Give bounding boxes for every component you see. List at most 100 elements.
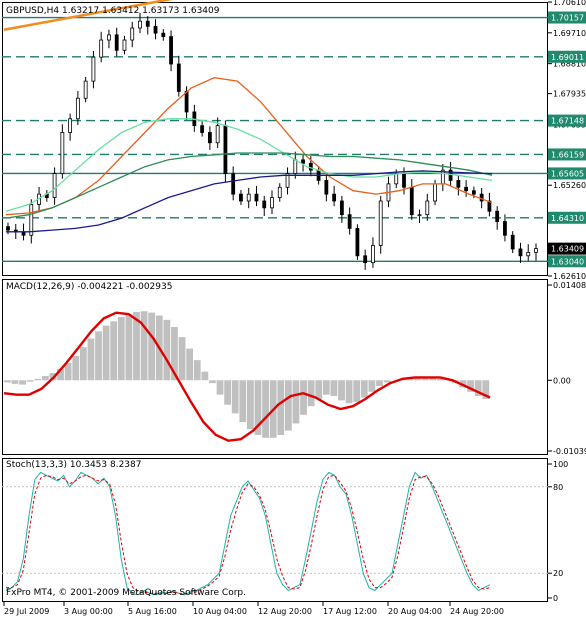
candle-body xyxy=(161,32,166,37)
macd-histogram-bar xyxy=(41,375,49,381)
candle-body xyxy=(371,245,375,264)
candle-body xyxy=(503,221,507,236)
candle-body xyxy=(107,34,111,41)
candle-body xyxy=(448,169,453,181)
level-price-label: 1.70157 xyxy=(551,14,584,23)
candle-body xyxy=(145,20,150,27)
macd-histogram-bar xyxy=(186,348,194,381)
macd-histogram-bar xyxy=(171,327,178,381)
candle-body xyxy=(169,36,173,65)
macd-histogram-bar xyxy=(163,319,171,381)
level-price-label: 1.66159 xyxy=(551,150,584,159)
macd-histogram-bar xyxy=(421,377,429,381)
time-tick-label: 3 Aug 00:00 xyxy=(64,607,113,616)
candle-body xyxy=(114,34,119,51)
macd-histogram-bar xyxy=(57,368,64,381)
candle-body xyxy=(223,125,228,174)
stoch-tick-label: 0 xyxy=(553,594,558,603)
candle-body xyxy=(6,226,10,231)
macd-tick-label: 0.00 xyxy=(553,376,571,385)
macd-histogram-bar xyxy=(277,380,285,435)
candle-body xyxy=(200,125,205,133)
stoch-tick-label: 20 xyxy=(553,569,563,578)
panel-frame-1 xyxy=(2,2,548,276)
macd-histogram-bar xyxy=(117,316,125,381)
candle-body xyxy=(378,200,383,246)
macd-histogram-bar xyxy=(284,380,292,431)
candle-body xyxy=(231,173,236,195)
candle-body xyxy=(277,186,282,198)
candle-body xyxy=(91,56,96,82)
candle-body xyxy=(433,183,437,202)
macd-histogram-bar xyxy=(247,380,254,430)
macd-histogram-bar xyxy=(330,380,338,397)
candle-body xyxy=(471,190,476,195)
macd-histogram-bar xyxy=(79,347,87,381)
macd-histogram-bar xyxy=(26,380,34,382)
macd-histogram-bar xyxy=(300,380,307,415)
copyright-text: FxPro MT4, © 2001-2009 MetaQuotes Softwa… xyxy=(6,588,246,598)
macd-histogram-bar xyxy=(87,338,95,381)
candle-body xyxy=(479,193,484,202)
candle-body xyxy=(332,193,337,202)
candle-body xyxy=(285,173,290,188)
moving-average-line xyxy=(5,77,493,216)
candle-body xyxy=(425,200,430,216)
candle-body xyxy=(83,80,88,99)
stoch-signal-line xyxy=(6,474,491,594)
macd-histogram-bar xyxy=(414,377,421,381)
macd-histogram-bar xyxy=(254,380,262,435)
macd-histogram-bar xyxy=(125,314,133,381)
level-price-tag xyxy=(548,114,586,127)
macd-histogram-bar xyxy=(140,311,148,381)
candle-body xyxy=(417,214,422,217)
macd-histogram-bar xyxy=(72,355,80,381)
macd-histogram-bar xyxy=(209,380,216,384)
candle-body xyxy=(495,210,500,222)
candle-body xyxy=(347,214,352,229)
macd-histogram-bar xyxy=(338,380,345,401)
macd-histogram-bar xyxy=(133,311,140,381)
candle-body xyxy=(293,159,298,174)
time-tick-label: 24 Aug 20:00 xyxy=(450,607,504,616)
candle-body xyxy=(153,25,158,34)
macd-histogram-bar xyxy=(345,380,353,404)
panel-frame-3 xyxy=(2,458,548,602)
macd-histogram-bar xyxy=(231,380,239,414)
candle-body xyxy=(308,162,313,171)
level-price-tag xyxy=(548,211,586,224)
macd-histogram-bar xyxy=(429,378,437,381)
candle-body xyxy=(138,20,142,29)
macd-histogram-bar xyxy=(95,331,102,381)
level-price-tag xyxy=(548,148,586,161)
macd-histogram-bar xyxy=(216,380,224,395)
candle-body xyxy=(239,193,243,202)
time-tick-label: 12 Aug 20:00 xyxy=(258,607,312,616)
level-price-label: 1.64310 xyxy=(551,214,584,223)
candle-body xyxy=(176,63,181,92)
macd-histogram-bar xyxy=(368,380,376,392)
level-price-label: 1.63040 xyxy=(551,257,584,266)
macd-histogram-bar xyxy=(102,325,110,381)
price-tick-label: 1.67935 xyxy=(553,90,586,99)
level-price-label: 1.65605 xyxy=(551,169,584,178)
macd-histogram-bar xyxy=(292,380,300,424)
candle-body xyxy=(68,118,73,133)
candle-body xyxy=(301,159,305,164)
candle-body xyxy=(363,255,368,264)
time-tick-label: 17 Aug 12:00 xyxy=(323,607,377,616)
candle-body xyxy=(355,227,360,257)
candle-body xyxy=(394,173,399,185)
time-tick-label: 20 Aug 04:00 xyxy=(388,607,442,616)
candle-body xyxy=(262,200,267,209)
candle-body xyxy=(270,197,274,209)
candle-body xyxy=(130,27,135,41)
macd-histogram-bar xyxy=(322,380,330,395)
candle-body xyxy=(409,186,414,216)
time-tick-label: 29 Jul 2009 xyxy=(4,607,49,616)
macd-histogram-bar xyxy=(110,321,118,381)
macd-histogram-bar xyxy=(436,378,444,381)
current-price-label: 1.63409 xyxy=(551,245,584,254)
macd-histogram-bar xyxy=(178,337,186,381)
candle-body xyxy=(254,193,259,202)
